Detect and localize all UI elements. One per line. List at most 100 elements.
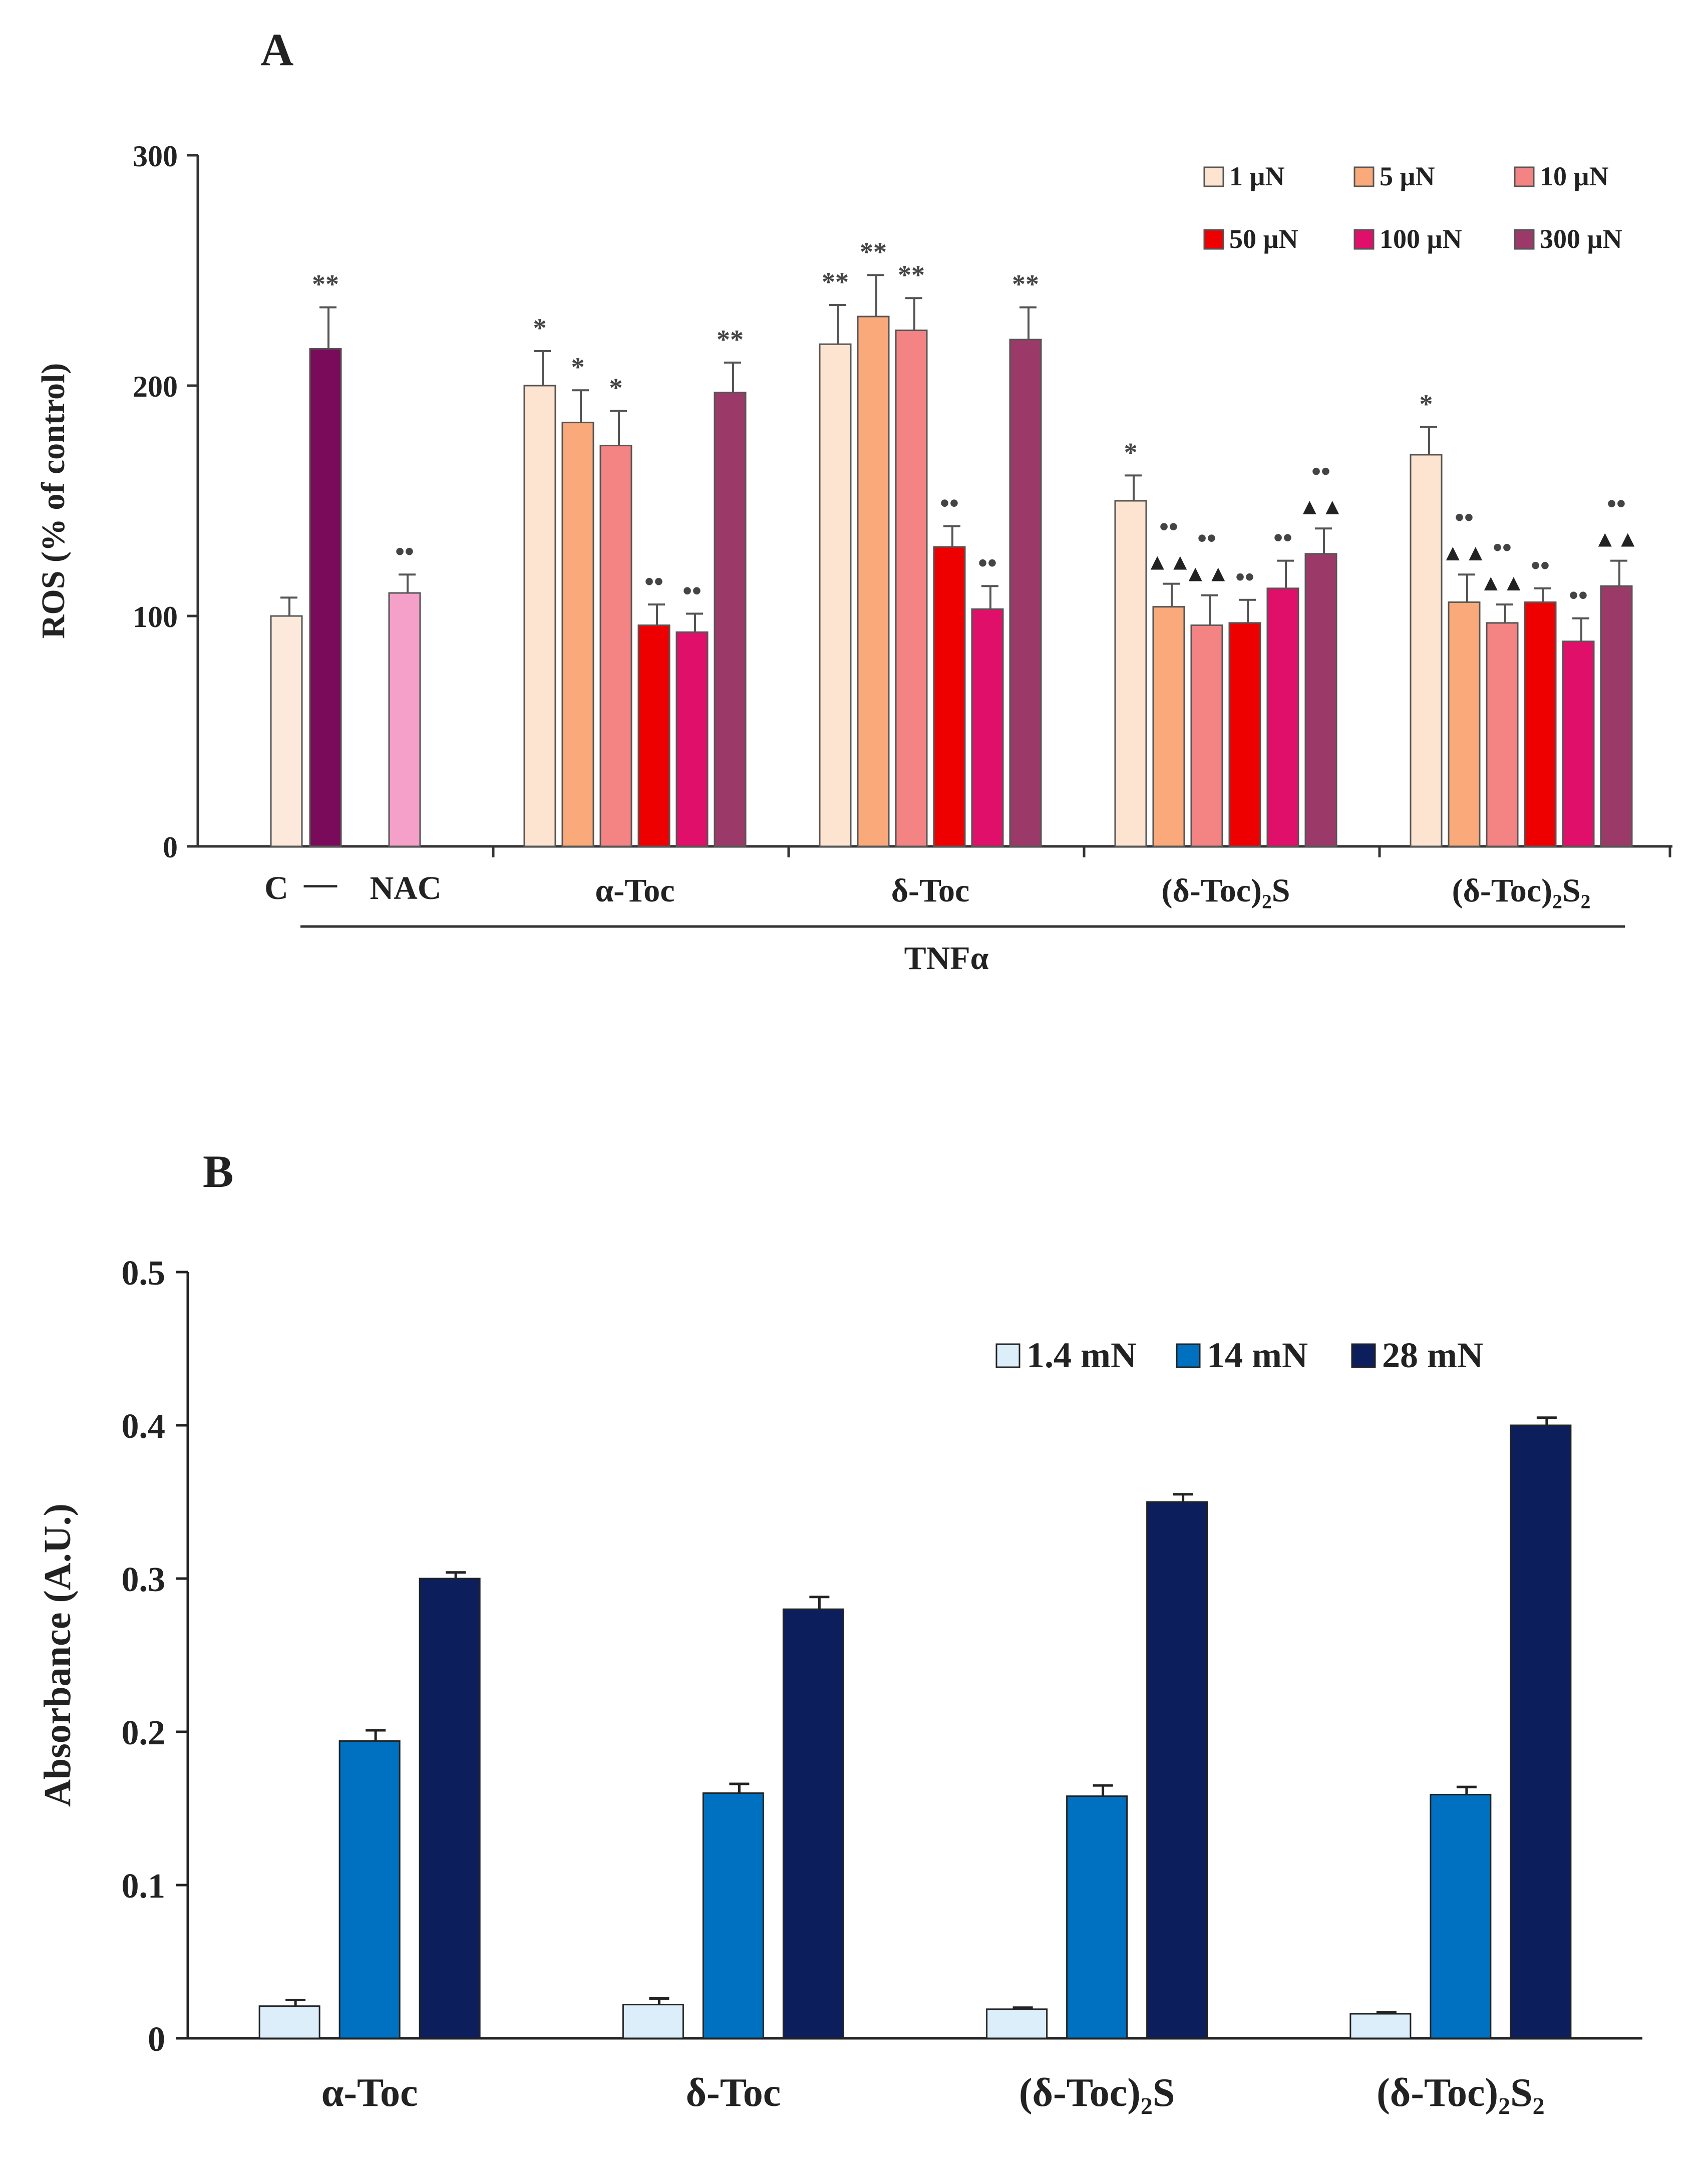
a-bar-0-5 [714, 392, 747, 847]
a-legend-label: 300 µN [1540, 224, 1622, 254]
a-annotation: •• [1455, 502, 1474, 532]
a-legend-swatch [1514, 166, 1535, 187]
a-group-label: (δ-Toc)₂S₂ [1452, 872, 1591, 909]
a-y-tick-label: 300 [133, 140, 178, 173]
a-annotation: ▲▲ [1184, 561, 1229, 586]
a-bar-3-1 [1448, 601, 1481, 847]
a-annotation: ** [898, 260, 925, 290]
b-y-tick-label: 0.2 [122, 1714, 166, 1752]
a-legend-label: 1 µN [1229, 161, 1285, 191]
a-annotation: •• [1493, 532, 1512, 562]
a-bar-2-5 [1304, 553, 1337, 847]
a-legend-swatch [1514, 229, 1535, 250]
a-annotation: ** [717, 325, 744, 355]
a-legend-swatch [1353, 166, 1375, 187]
b-legend-swatch [1176, 1343, 1201, 1368]
a-bar-2-2 [1190, 624, 1223, 847]
panel-a-bars [270, 274, 1633, 847]
a-annotation: ▲▲ [1593, 526, 1639, 552]
a-annotation: * [571, 352, 585, 382]
b-bar-1-2 [782, 1608, 844, 2039]
b-y-tick-label: 0 [148, 2020, 165, 2059]
a-y-axis-title: ROS (% of control) [35, 363, 72, 639]
b-bar-0-1 [338, 1740, 401, 2039]
a-bar-2-4 [1266, 587, 1299, 847]
a-annotation: •• [1197, 523, 1216, 553]
b-bar-2-1 [1066, 1795, 1128, 2039]
panel-b-labels: 0 0.1 0.2 0.3 0.4 0.5 Absorbance (A.U.) α-Toc δ-… [37, 1254, 1545, 2115]
a-annotation: •• [1569, 580, 1588, 610]
a-annotation: •• [644, 566, 663, 596]
panel-b-bars [258, 1416, 1572, 2039]
a-tnf-label: TNFα [904, 940, 989, 977]
a-group-label: δ-Toc [891, 872, 970, 909]
a-annotation: •• [978, 548, 997, 578]
b-y-tick-label: 0.4 [122, 1407, 166, 1446]
a-annotation: •• [1311, 456, 1330, 486]
b-y-axis-title: Absorbance (A.U.) [37, 1503, 79, 1807]
b-legend-swatch [995, 1343, 1020, 1368]
a-annotation: ** [822, 267, 849, 297]
a-annotation: * [533, 313, 547, 343]
a-legend-label: 50 µN [1229, 224, 1298, 254]
panel-b-chart: B 0 0.1 0.2 0.3 0.4 0.5 Absorbance (A.U.) α-Toc… [37, 1146, 1642, 2115]
a-legend-swatch [1203, 229, 1224, 250]
b-legend-label: 28 mN [1382, 1335, 1483, 1375]
a-bar-control-C [270, 615, 303, 847]
b-y-tick-label: 0.3 [122, 1561, 166, 1599]
panel-a-label: A [260, 24, 293, 75]
a-bar-3-3 [1524, 601, 1557, 847]
a-annotation: ▲▲ [1479, 570, 1525, 595]
b-category-label: (δ-Toc)₂S₂ [1377, 2071, 1544, 2115]
b-bar-3-1 [1430, 1793, 1492, 2039]
a-bar-1-5 [1009, 339, 1042, 847]
b-legend-swatch [1351, 1343, 1376, 1368]
a-bar-3-5 [1600, 585, 1633, 847]
a-bar-0-4 [675, 631, 709, 847]
b-bar-3-0 [1349, 2013, 1412, 2039]
b-legend-label: 1.4 mN [1027, 1335, 1137, 1375]
a-annotation: •• [682, 575, 702, 605]
a-bar-1-4 [971, 608, 1004, 847]
a-bar-0-0 [523, 385, 556, 847]
b-bar-2-0 [986, 2008, 1048, 2039]
a-label-nac: NAC [370, 870, 442, 906]
b-bar-2-2 [1146, 1501, 1208, 2039]
a-annotation: •• [940, 488, 959, 518]
b-y-tick-label: 0.5 [122, 1254, 166, 1293]
a-y-tick-label: 100 [133, 600, 178, 634]
a-bar-0-3 [637, 624, 670, 847]
a-annotation: •• [395, 536, 414, 566]
a-label-control: C [264, 870, 288, 906]
a-bar-0-2 [599, 445, 632, 847]
a-bar-1-1 [857, 316, 890, 847]
a-annotation: •• [1531, 550, 1550, 580]
a-bar-2-1 [1152, 606, 1185, 847]
a-bar-3-2 [1486, 622, 1519, 847]
a-annotation: ▲▲ [1298, 494, 1343, 519]
a-y-tick-label: 200 [133, 370, 178, 403]
a-annotation: •• [1159, 512, 1178, 542]
a-annotation: ** [312, 269, 339, 299]
a-annotation: ▲▲ [1441, 540, 1487, 565]
a-bar-1-2 [895, 330, 928, 847]
b-legend-label: 14 mN [1207, 1335, 1308, 1375]
b-bar-0-0 [258, 2005, 320, 2039]
a-annotation: ▲▲ [1146, 549, 1191, 575]
a-legend-swatch [1353, 229, 1375, 250]
b-bar-0-2 [419, 1578, 481, 2039]
b-bar-3-2 [1510, 1424, 1572, 2039]
a-annotation: •• [1235, 562, 1254, 592]
b-y-tick-label: 0.1 [122, 1867, 166, 1906]
panel-a-legend: 1 µN 5 µN 10 µN 50 µN 100 µN 300 µN [1203, 161, 1622, 254]
a-group-label: α-Toc [595, 872, 674, 909]
a-bar-1-3 [933, 546, 966, 847]
a-legend-swatch [1203, 166, 1224, 187]
b-category-label: α-Toc [321, 2071, 418, 2115]
a-y-tick-label: 0 [163, 831, 178, 864]
panel-b-legend: 1.4 mN 14 mN 28 mN [995, 1335, 1483, 1375]
b-category-label: δ-Toc [686, 2071, 781, 2115]
